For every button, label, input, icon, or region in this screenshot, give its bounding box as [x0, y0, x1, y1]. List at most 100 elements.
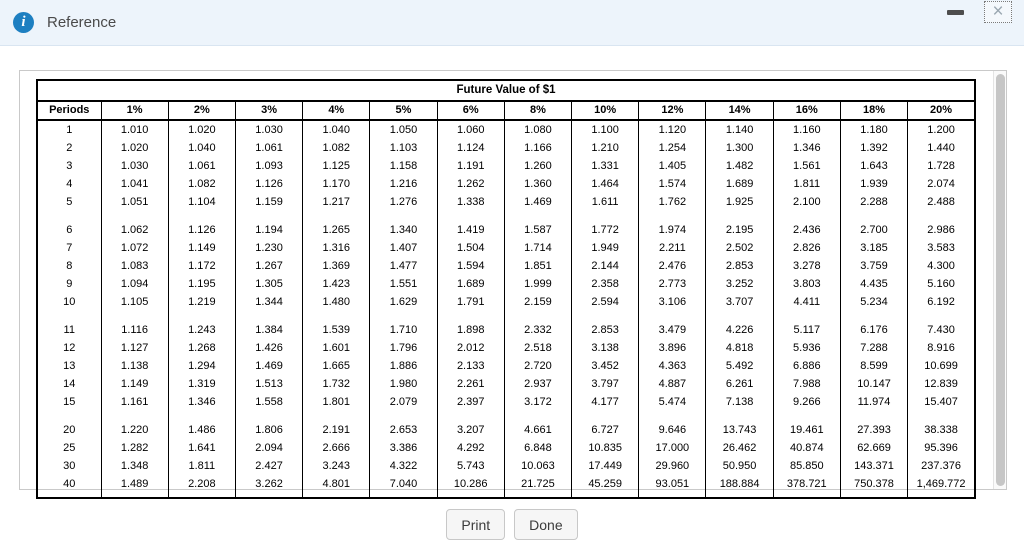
period-cell: 9: [66, 278, 73, 290]
value-cell: 1.999: [503, 275, 572, 293]
value-cell: 1.120: [638, 120, 706, 139]
table-row: 7 1.072 1.149 1.230 1.316 1.407 1.504 1.714 1.94…: [37, 239, 975, 257]
scrollbar-thumb[interactable]: [996, 74, 1005, 486]
value-cell: 1.124: [436, 139, 505, 157]
period-cell: 12: [63, 342, 76, 354]
value-cell: 1.219: [167, 293, 236, 311]
done-button[interactable]: Done: [514, 509, 578, 540]
column-header: 4%: [302, 101, 370, 121]
value-cell: 3.583: [907, 239, 975, 257]
column-header: 6%: [436, 101, 505, 121]
value-cell: 3.707: [705, 293, 774, 311]
value-cell: 7.138: [705, 393, 774, 411]
period-cell: 20: [63, 424, 76, 436]
value-cell: 3.797: [571, 375, 639, 393]
close-button[interactable]: ×: [984, 1, 1012, 23]
period-cell: 13: [63, 360, 76, 372]
value-cell: 2.653: [369, 411, 438, 439]
value-cell: 1.276: [369, 193, 438, 211]
value-cell: 15.407: [907, 393, 975, 411]
minimize-button[interactable]: [947, 8, 964, 18]
value-cell: 1.195: [167, 275, 236, 293]
column-header: 5%: [369, 101, 438, 121]
column-header: Periods: [37, 101, 101, 121]
value-cell: 1.305: [234, 275, 303, 293]
print-button[interactable]: Print: [446, 509, 506, 540]
value-cell: 1.051: [100, 193, 169, 211]
value-cell: 1.105: [100, 293, 169, 311]
value-cell: 1.282: [100, 439, 169, 457]
value-cell: 1.160: [772, 120, 841, 139]
value-cell: 1.574: [638, 175, 706, 193]
value-cell: 4.661: [503, 411, 572, 439]
value-cell: 3.106: [638, 293, 706, 311]
value-cell: 1.230: [234, 239, 303, 257]
value-cell: 19.461: [772, 411, 841, 439]
value-cell: 1.486: [167, 411, 236, 439]
value-cell: 1.216: [369, 175, 438, 193]
value-cell: 40.874: [772, 439, 841, 457]
value-cell: 1.504: [436, 239, 505, 257]
period-cell: 15: [63, 396, 76, 408]
value-cell: 5.743: [436, 457, 505, 475]
table-row: 2 1.020 1.040 1.061 1.082 1.103 1.124 1.166 1.21…: [37, 139, 975, 157]
value-cell: 1.161: [100, 393, 169, 411]
value-cell: 4.292: [436, 439, 505, 457]
value-cell: 1.300: [705, 139, 774, 157]
value-cell: 1.094: [100, 275, 169, 293]
value-cell: 2.012: [436, 339, 505, 357]
value-cell: 1.040: [302, 120, 370, 139]
period-cell: 10: [63, 296, 76, 308]
value-cell: 1.338: [436, 193, 505, 211]
value-cell: 1.440: [907, 139, 975, 157]
value-cell: 2.826: [772, 239, 841, 257]
value-cell: 1.331: [571, 157, 639, 175]
value-cell: 1.268: [167, 339, 236, 357]
value-cell: 1.482: [705, 157, 774, 175]
value-cell: 3.207: [436, 411, 505, 439]
value-cell: 1.772: [571, 211, 639, 239]
value-cell: 8.916: [907, 339, 975, 357]
value-cell: 1.665: [302, 357, 370, 375]
value-cell: 6.727: [571, 411, 639, 439]
value-cell: 1.082: [302, 139, 370, 157]
value-cell: 1.898: [436, 311, 505, 339]
column-header: 16%: [772, 101, 841, 121]
period-cell: 1: [66, 124, 73, 136]
value-cell: 143.371: [839, 457, 908, 475]
dialog-title: Reference: [47, 14, 117, 31]
value-cell: 1.477: [369, 257, 438, 275]
value-cell: 2.488: [907, 193, 975, 211]
value-cell: 1.158: [369, 157, 438, 175]
value-cell: 1.200: [907, 120, 975, 139]
value-cell: 26.462: [705, 439, 774, 457]
value-cell: 4.322: [369, 457, 438, 475]
value-cell: 4.300: [907, 257, 975, 275]
value-cell: 1.166: [503, 139, 572, 157]
value-cell: 10.063: [503, 457, 572, 475]
value-cell: 1.423: [302, 275, 370, 293]
value-cell: 11.974: [839, 393, 908, 411]
value-cell: 1.262: [436, 175, 505, 193]
table-row: 14 1.149 1.319 1.513 1.732 1.980 2.261 2.937 3.7…: [37, 375, 975, 393]
value-cell: 1,469.772: [907, 475, 975, 498]
value-cell: 2.195: [705, 211, 774, 239]
table-header-row: Periods 1% 2% 3% 4% 5% 6% 8% 10% 12% 14% 16% 18% 20%: [37, 101, 975, 121]
value-cell: 85.850: [772, 457, 841, 475]
value-cell: 750.378: [839, 475, 908, 498]
value-cell: 5.160: [907, 275, 975, 293]
value-cell: 5.474: [638, 393, 706, 411]
value-cell: 3.262: [234, 475, 303, 498]
value-cell: 93.051: [638, 475, 706, 498]
vertical-scrollbar[interactable]: [993, 71, 1006, 489]
value-cell: 4.363: [638, 357, 706, 375]
value-cell: 2.211: [638, 239, 706, 257]
value-cell: 1.728: [907, 157, 975, 175]
table-row: 30 1.348 1.811 2.427 3.243 4.322 5.743 10.063 17…: [37, 457, 975, 475]
value-cell: 1.040: [167, 139, 236, 157]
value-cell: 17.449: [571, 457, 639, 475]
value-cell: 1.360: [503, 175, 572, 193]
value-cell: 95.396: [907, 439, 975, 457]
period-cell: 8: [66, 260, 73, 272]
